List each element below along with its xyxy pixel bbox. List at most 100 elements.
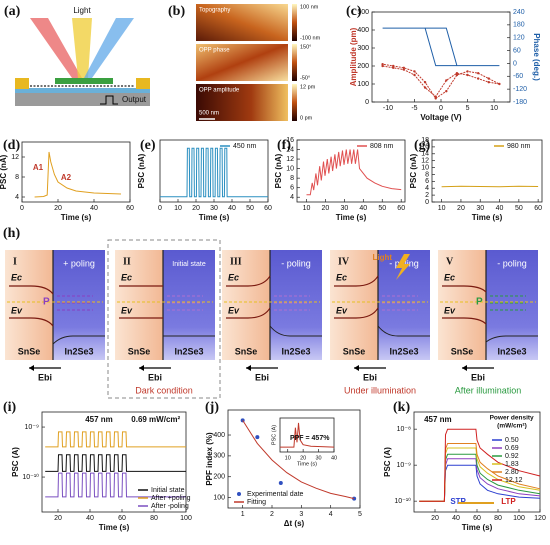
colorbar-max: 12 pm xyxy=(300,84,316,90)
x-tick-label: 20 xyxy=(322,205,330,212)
conduction-band xyxy=(226,275,271,287)
y-tick-label: 400 xyxy=(357,27,369,34)
y-axis-label: PSC (A) xyxy=(11,447,20,477)
series-line xyxy=(45,472,186,498)
series-line xyxy=(382,27,500,67)
y-tick-label: 10⁻⁹ xyxy=(25,424,39,431)
y-tick-label: 10⁻¹⁰ xyxy=(394,497,411,505)
x-tick-label: 30 xyxy=(210,205,218,212)
snse-region xyxy=(330,250,378,360)
data-point xyxy=(278,480,283,485)
field-arrowhead xyxy=(246,365,251,371)
image-title: OPP amplitude xyxy=(199,88,240,94)
x-axis-label: Time (s) xyxy=(462,523,493,532)
polarization-label: P xyxy=(43,297,50,308)
snse-region xyxy=(222,250,270,360)
annotation: A2 xyxy=(61,173,72,182)
y-axis-label: PPF index (%) xyxy=(205,432,214,486)
plot-frame xyxy=(21,141,131,203)
in2se3-band xyxy=(377,325,430,337)
legend-label: 2.80 xyxy=(505,469,519,476)
ev-label: Ev xyxy=(336,305,348,315)
y-tick-label: 180 xyxy=(513,22,525,29)
valence-band xyxy=(442,317,487,325)
x-tick-label: 10 xyxy=(303,205,311,212)
numeral: I xyxy=(13,256,17,267)
x-tick-label: 50 xyxy=(378,205,386,212)
field-label: Ebi xyxy=(255,372,269,382)
annotation: 457 nm xyxy=(85,415,113,424)
legend-label: 450 nm xyxy=(233,143,257,150)
numeral: II xyxy=(123,256,131,267)
x-tick-label: 0 xyxy=(439,105,443,112)
legend-label: After +poling xyxy=(151,495,191,502)
snse-label: SnSe xyxy=(18,346,41,356)
in2se3-label: In2Se3 xyxy=(389,346,418,356)
legend-label: After -poling xyxy=(151,503,189,510)
x-tick-label: 30 xyxy=(476,205,484,212)
y-tick-label: 10 xyxy=(421,164,429,171)
in2se3-region xyxy=(486,250,538,360)
ev-label: Ev xyxy=(444,305,456,315)
legend-label: 808 nm xyxy=(370,143,394,150)
x-tick-label: 3 xyxy=(299,511,303,518)
series-line xyxy=(34,151,122,198)
x-tick-label: 40 xyxy=(452,515,460,522)
x-axis-label: Time (s) xyxy=(199,213,230,222)
x-tick-label: 10 xyxy=(438,205,446,212)
legend-swatch xyxy=(237,492,241,496)
y-tick-label: 240 xyxy=(513,9,525,16)
y-axis-label: PSC (A) xyxy=(383,447,392,477)
snse-region xyxy=(438,250,486,360)
x-tick-label: 4 xyxy=(329,511,333,518)
y-tick-label: 2 xyxy=(425,192,429,199)
x-tick-label: 1 xyxy=(241,511,245,518)
valence-band xyxy=(9,317,54,327)
x-axis-label: Voltage (V) xyxy=(420,113,462,122)
x-axis-label: Δt (s) xyxy=(284,519,305,528)
y-tick-label: 300 xyxy=(357,45,369,52)
in2se3-band xyxy=(52,335,105,345)
x-tick-label: 40 xyxy=(331,455,337,461)
y-tick-label: 16 xyxy=(286,137,294,144)
colorbar-min: 0 pm xyxy=(300,115,313,121)
x-tick-label: 30 xyxy=(340,205,348,212)
data-point xyxy=(255,435,260,440)
field-label: Ebi xyxy=(363,372,377,382)
x-axis-label: Time (s) xyxy=(99,523,130,532)
panel-label: (d) xyxy=(3,138,20,153)
legend-label: Initial state xyxy=(151,487,185,494)
y-tick-label: 4 xyxy=(15,194,19,201)
y-tick-label: 500 xyxy=(357,9,369,16)
light-label: Light xyxy=(73,6,91,15)
annotation: Power density xyxy=(490,415,534,422)
caption: Dark condition xyxy=(135,385,193,395)
x-tick-label: 10 xyxy=(285,455,291,461)
field-arrowhead xyxy=(139,365,144,371)
snse-label: SnSe xyxy=(235,346,258,356)
y-tick-label: 8 xyxy=(15,174,19,181)
annotation: (mW/cm²) xyxy=(497,423,527,430)
colorbar xyxy=(292,44,297,81)
panel-label: (b) xyxy=(168,4,185,19)
series-line xyxy=(160,147,268,198)
series-line xyxy=(280,422,335,448)
y-tick-label: 12 xyxy=(11,154,19,161)
x-tick-label: 10 xyxy=(490,105,498,112)
snse-region xyxy=(115,250,163,360)
x-tick-label: 60 xyxy=(118,515,126,522)
x-tick-label: 60 xyxy=(126,205,134,212)
y-tick-label: 60 xyxy=(513,47,521,54)
device-schematic xyxy=(15,18,150,106)
y-axis-label: PSC (nA) xyxy=(274,153,283,188)
y-axis-label: PSC (nA) xyxy=(137,153,146,188)
y-tick-label: -120 xyxy=(513,86,527,93)
ec-label: Ec xyxy=(444,272,455,282)
data-point xyxy=(352,496,357,501)
y-tick-label: 10⁻¹⁰ xyxy=(22,473,39,481)
field-label: Ebi xyxy=(471,372,485,382)
x-tick-label: 0 xyxy=(158,205,162,212)
y-tick-label: 100 xyxy=(357,81,369,88)
y-tick-label: 18 xyxy=(421,137,429,144)
